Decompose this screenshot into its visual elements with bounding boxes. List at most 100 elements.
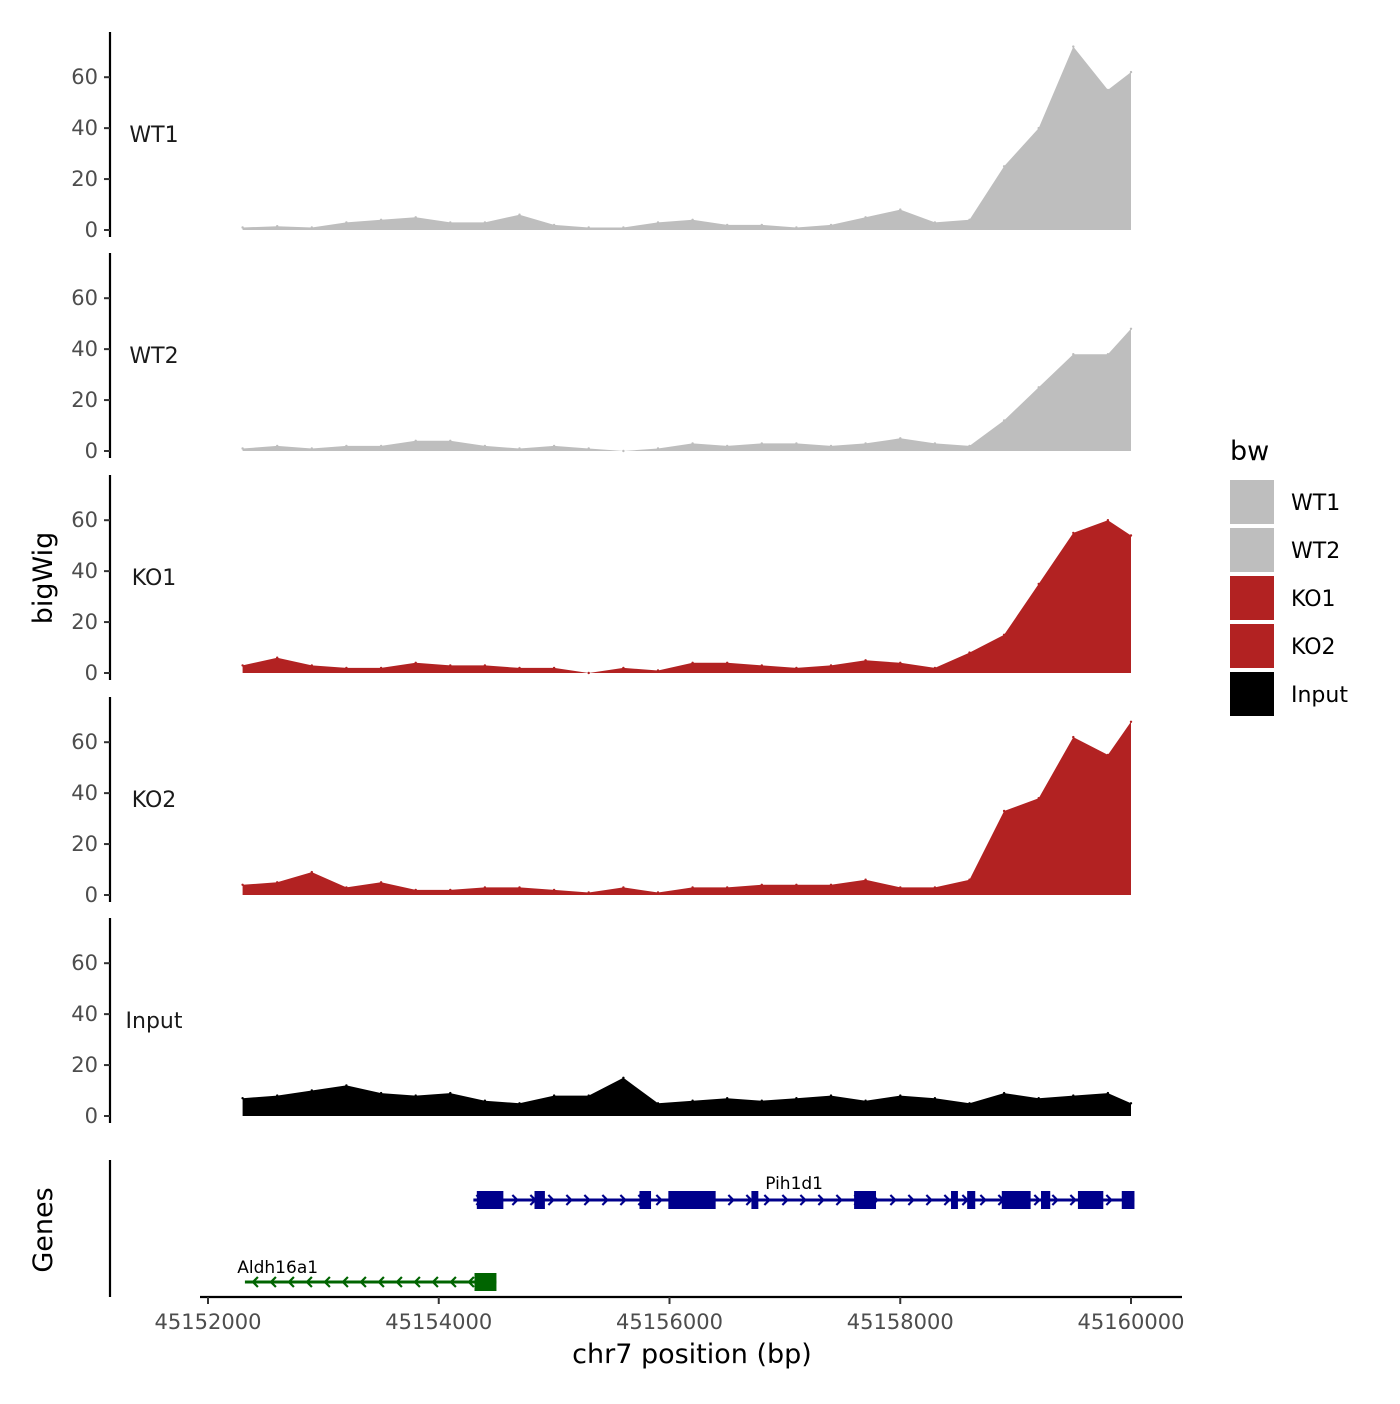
- gene-exon: [668, 1191, 716, 1209]
- data-point: [656, 1102, 660, 1105]
- data-point: [1072, 45, 1075, 48]
- strand-arrow-icon: [745, 1194, 753, 1206]
- strand-arrow-icon: [413, 1276, 421, 1288]
- strand-arrow-icon: [449, 1276, 457, 1288]
- data-point: [241, 883, 244, 886]
- x-tick-label: 45154000: [385, 1310, 492, 1334]
- strand-arrow-icon: [269, 1276, 277, 1288]
- y-tick-label: 40: [71, 116, 98, 140]
- data-point: [587, 447, 590, 450]
- data-point: [276, 225, 279, 228]
- strand-arrow-icon: [781, 1194, 789, 1206]
- data-point: [1106, 353, 1110, 356]
- data-point: [795, 883, 798, 886]
- strand-arrow-icon: [619, 1194, 627, 1206]
- data-point: [622, 1076, 625, 1080]
- y-tick-label: 60: [71, 730, 98, 754]
- data-point: [1129, 534, 1133, 537]
- data-point: [933, 221, 937, 224]
- data-point: [726, 444, 729, 448]
- strand-arrow-icon: [907, 1194, 915, 1206]
- data-point: [1002, 1091, 1006, 1095]
- legend-label: KO2: [1291, 635, 1336, 660]
- data-point: [276, 1094, 279, 1097]
- legend-item-wt1: WT1: [1230, 480, 1340, 524]
- strand-arrow-icon: [341, 1276, 349, 1288]
- data-point: [483, 1099, 487, 1102]
- data-point: [726, 1097, 729, 1100]
- data-point: [518, 447, 521, 450]
- strand-arrow-icon: [395, 1276, 403, 1288]
- strand-arrow-icon: [1051, 1194, 1059, 1206]
- legend-swatch: [1230, 576, 1274, 620]
- data-point: [656, 891, 660, 894]
- y-tick-label: 20: [71, 610, 98, 634]
- legend-item-ko2: KO2: [1230, 624, 1336, 668]
- x-axis: 45152000 45154000 45156000 45158000 45160000: [155, 1295, 1185, 1334]
- data-point: [1002, 165, 1006, 168]
- data-point: [1037, 1097, 1040, 1100]
- data-point: [1072, 353, 1075, 356]
- track-label-ko1: KO1: [132, 566, 177, 591]
- legend-label: WT1: [1291, 491, 1340, 516]
- data-point: [345, 444, 348, 448]
- data-point: [899, 1094, 902, 1097]
- data-point: [241, 226, 244, 229]
- legend-swatch: [1230, 480, 1274, 524]
- data-point: [1072, 1094, 1075, 1097]
- data-point: [726, 886, 729, 889]
- data-point: [622, 886, 625, 889]
- y-tick-label: 60: [71, 951, 98, 975]
- track-panel-ko2: 0 20 40 60 KO2: [71, 697, 1133, 907]
- data-point: [1129, 720, 1133, 723]
- data-point: [1037, 126, 1040, 130]
- data-point: [414, 216, 417, 219]
- data-point: [276, 444, 279, 448]
- gene-exon: [1001, 1191, 1031, 1209]
- y-tick-label: 60: [71, 508, 98, 532]
- track-panel-wt1: 0 20 40 60 WT1: [71, 32, 1133, 242]
- data-point: [1129, 70, 1133, 74]
- strand-arrow-icon: [287, 1276, 295, 1288]
- data-point: [552, 223, 556, 227]
- data-point: [691, 1099, 694, 1102]
- signal-area-ko1: [242, 520, 1132, 673]
- legend-label: Input: [1291, 683, 1348, 708]
- data-point: [1072, 735, 1075, 739]
- data-point: [795, 666, 798, 670]
- strand-arrow-icon: [511, 1194, 519, 1206]
- data-point: [1129, 327, 1133, 330]
- strand-arrow-icon: [251, 1276, 259, 1288]
- data-point: [726, 661, 729, 664]
- data-point: [933, 442, 937, 445]
- data-point: [691, 442, 694, 445]
- gene-exon: [474, 1273, 497, 1291]
- y-tick-label: 40: [71, 781, 98, 805]
- data-point: [933, 1097, 937, 1100]
- signal-area-ko2: [242, 721, 1132, 895]
- strand-arrow-icon: [583, 1194, 591, 1206]
- data-point: [345, 886, 348, 889]
- data-point: [276, 881, 279, 884]
- data-point: [414, 439, 417, 442]
- data-point: [587, 671, 590, 675]
- gene-exon: [534, 1191, 545, 1209]
- strand-arrow-icon: [377, 1276, 385, 1288]
- data-point: [449, 221, 452, 224]
- gene-label: Aldh16a1: [237, 1258, 318, 1278]
- data-point: [552, 444, 556, 448]
- data-point: [933, 666, 937, 670]
- gene-exon: [1041, 1191, 1051, 1209]
- data-point: [379, 218, 383, 221]
- genes-axis-title: Genes: [28, 1187, 59, 1272]
- strand-arrow-icon: [979, 1194, 987, 1206]
- x-tick-label: 45156000: [616, 1310, 723, 1334]
- strand-arrow-icon: [925, 1194, 933, 1206]
- data-point: [414, 1094, 417, 1097]
- data-point: [449, 439, 452, 442]
- x-tick-label: 45160000: [1078, 1310, 1185, 1334]
- data-point: [795, 1097, 798, 1100]
- y-tick-label: 60: [71, 65, 98, 89]
- data-point: [1106, 1091, 1110, 1095]
- data-point: [760, 664, 763, 667]
